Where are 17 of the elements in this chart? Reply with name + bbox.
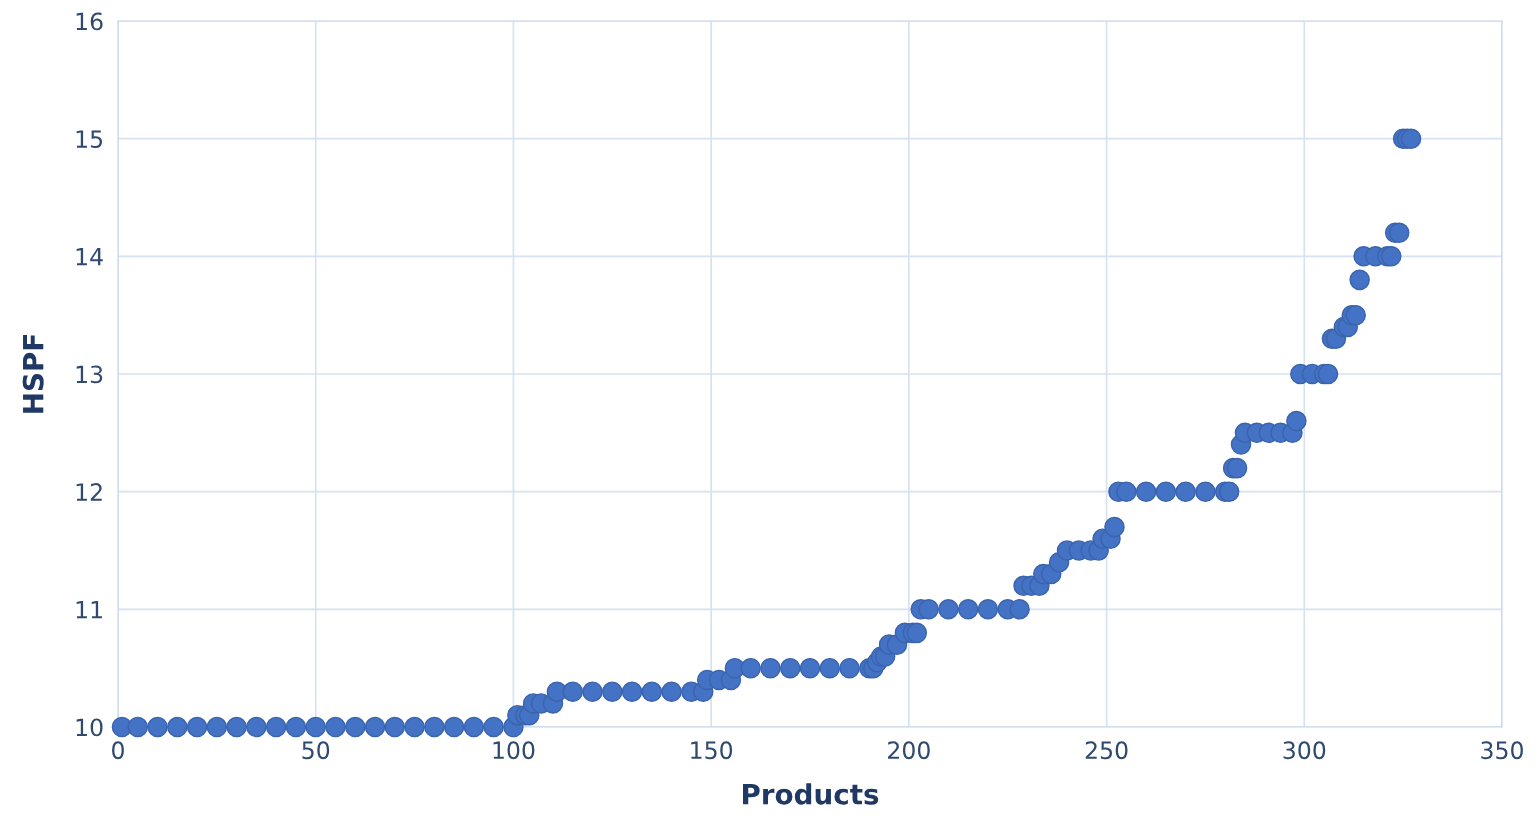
x-tick-label: 250 (1085, 741, 1128, 760)
x-tick-label: 150 (691, 741, 733, 760)
y-tick-label: 12 (76, 483, 102, 501)
y-tick-label: 16 (76, 12, 103, 31)
x-tick-label: 300 (1283, 741, 1326, 760)
x-axis-title: Products (743, 783, 879, 805)
y-tick-label: 15 (76, 130, 103, 148)
x-tick-label: 100 (493, 741, 535, 760)
x-tick-label: 350 (1481, 741, 1523, 760)
y-tick-label: 13 (76, 365, 103, 384)
x-tick-label: 50 (302, 741, 330, 760)
y-tick-label: 11 (76, 601, 102, 619)
x-tick-label: 200 (888, 741, 930, 760)
y-tick-label: 10 (76, 718, 103, 737)
y-axis-title: HSPF (22, 335, 44, 413)
y-tick-label: 14 (76, 248, 103, 266)
x-tick-label: 0 (112, 741, 124, 760)
